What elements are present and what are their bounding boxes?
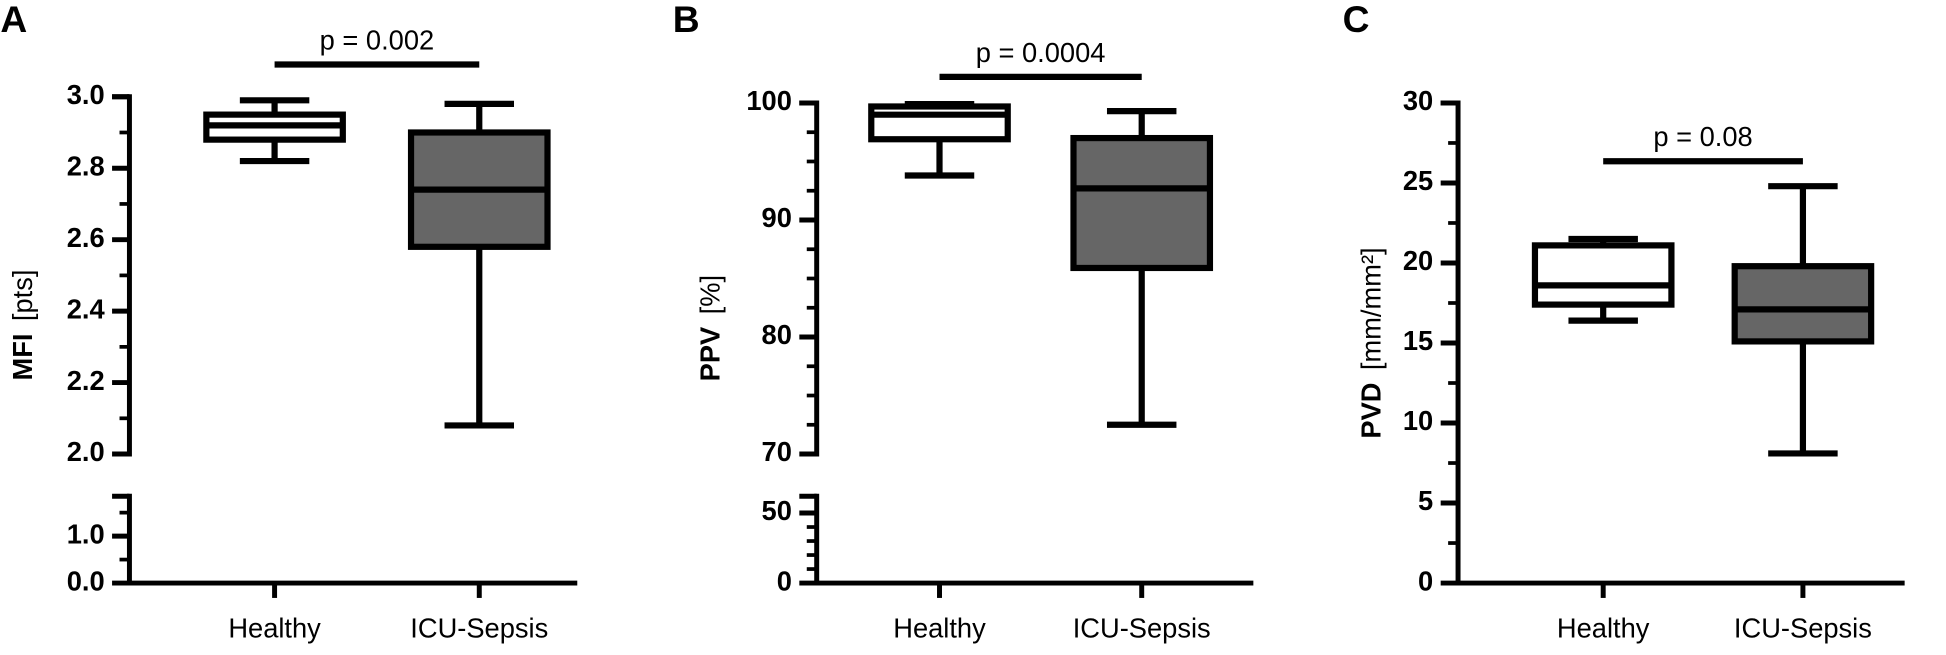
box xyxy=(868,103,1011,143)
y-tick-label: 0.0 xyxy=(67,565,105,596)
y-tick-label: 2.8 xyxy=(67,150,105,181)
y-tick-label: 15 xyxy=(1403,325,1433,356)
y-tick-label: 80 xyxy=(762,319,792,350)
box xyxy=(1731,263,1875,345)
box xyxy=(1070,134,1214,272)
y-axis-label: PVD [mm/mm²] xyxy=(1356,247,1387,438)
y-label-name: PVD xyxy=(1356,383,1387,439)
y-tick-label: 1.0 xyxy=(67,518,105,549)
x-tick-label: Healthy xyxy=(228,612,321,643)
y-tick-label: 25 xyxy=(1403,165,1433,196)
y-label-name: PPV xyxy=(695,326,726,381)
y-tick-label: 0 xyxy=(1418,565,1433,596)
y-tick-label: 50 xyxy=(762,495,792,526)
y-label-unit: [pts] xyxy=(7,270,38,322)
y-label-unit: [mm/mm²] xyxy=(1356,247,1387,370)
x-tick-label: ICU-Sepsis xyxy=(1073,612,1211,643)
annotation: p = 0.08 xyxy=(1653,121,1752,152)
y-tick-label: 10 xyxy=(1403,405,1433,436)
x-tick-label: Healthy xyxy=(1557,612,1650,643)
y-tick-label: 70 xyxy=(762,436,792,467)
y-tick-label: 2.4 xyxy=(67,293,106,324)
panel-label: B xyxy=(673,0,700,40)
x-tick-label: ICU-Sepsis xyxy=(410,612,548,643)
y-tick-label: 5 xyxy=(1418,485,1433,516)
y-tick-label: 2.6 xyxy=(67,222,105,253)
box xyxy=(1531,242,1675,308)
y-tick-label: 90 xyxy=(762,202,792,233)
y-axis-label: MFI [pts] xyxy=(7,270,38,381)
y-tick-label: 0 xyxy=(777,565,792,596)
panel-label: C xyxy=(1343,0,1370,40)
x-tick-label: Healthy xyxy=(893,612,986,643)
y-tick-label: 2.0 xyxy=(67,436,105,467)
panel-label: A xyxy=(0,0,27,40)
annotation: p = 0.002 xyxy=(320,24,435,55)
y-tick-label: 100 xyxy=(746,85,792,116)
x-tick-label: ICU-Sepsis xyxy=(1734,612,1872,643)
annotation: p = 0.0004 xyxy=(976,37,1106,68)
y-label-name: MFI xyxy=(7,334,38,381)
y-tick-label: 3.0 xyxy=(67,79,105,110)
y-label-unit: [%] xyxy=(695,275,726,314)
y-tick-label: 20 xyxy=(1403,245,1433,276)
y-axis-label: PPV [%] xyxy=(695,275,726,381)
y-tick-label: 2.2 xyxy=(67,365,105,396)
y-tick-label: 30 xyxy=(1403,85,1433,116)
